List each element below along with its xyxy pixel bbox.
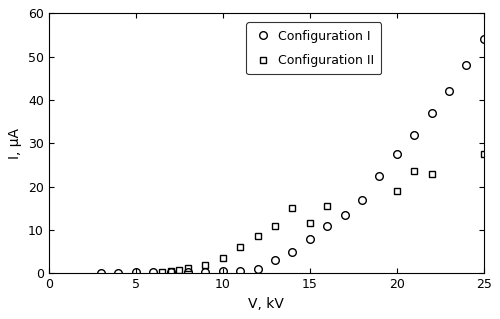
Configuration I [132, 271, 138, 274]
Configuration I [290, 250, 296, 254]
Configuration II [159, 270, 165, 274]
Configuration II [168, 269, 173, 273]
Configuration I [342, 213, 347, 217]
Configuration I [464, 63, 469, 67]
Line: Configuration I: Configuration I [97, 35, 487, 277]
Configuration II [176, 268, 182, 272]
Configuration II [272, 224, 278, 227]
Configuration II [411, 169, 417, 173]
Configuration II [185, 266, 191, 270]
Configuration I [411, 133, 417, 137]
Configuration II [394, 189, 400, 193]
Configuration I [150, 270, 156, 274]
Configuration I [237, 269, 243, 272]
Configuration I [480, 37, 486, 41]
Configuration II [324, 204, 330, 208]
X-axis label: V, kV: V, kV [248, 297, 284, 311]
Configuration I [220, 269, 226, 273]
Configuration II [428, 172, 434, 175]
Configuration I [376, 174, 382, 178]
Configuration II [237, 245, 243, 249]
Configuration II [306, 221, 312, 225]
Configuration I [98, 271, 104, 275]
Configuration I [254, 267, 260, 271]
Configuration I [359, 198, 365, 202]
Configuration II [254, 234, 260, 238]
Configuration I [202, 270, 208, 273]
Configuration I [116, 271, 121, 275]
Legend: Configuration I, Configuration II: Configuration I, Configuration II [246, 22, 382, 74]
Configuration I [168, 270, 173, 274]
Configuration II [480, 152, 486, 156]
Configuration I [272, 258, 278, 262]
Configuration II [220, 256, 226, 260]
Configuration I [185, 270, 191, 274]
Configuration I [446, 89, 452, 93]
Configuration I [428, 111, 434, 115]
Y-axis label: I, μA: I, μA [8, 128, 22, 159]
Configuration II [290, 206, 296, 210]
Configuration II [202, 263, 208, 266]
Configuration I [394, 152, 400, 156]
Configuration I [306, 237, 312, 241]
Configuration I [324, 224, 330, 227]
Line: Configuration II: Configuration II [158, 151, 487, 275]
